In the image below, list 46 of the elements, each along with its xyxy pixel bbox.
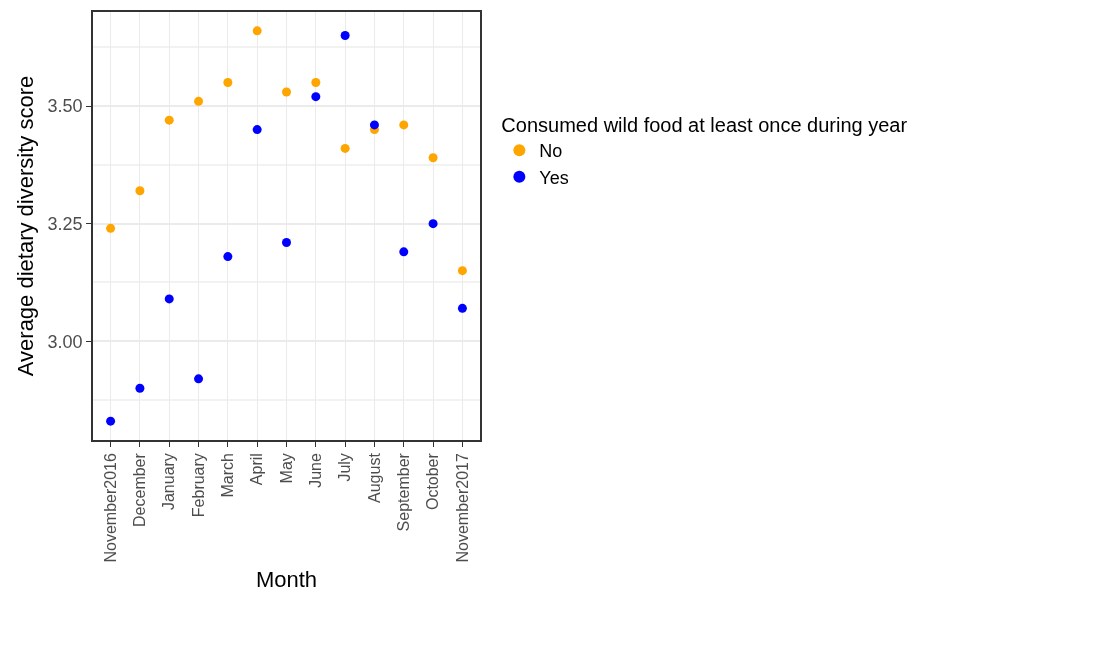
point [311,78,321,88]
x-tick-label: February [189,453,207,518]
x-tick-label: September [394,452,412,532]
x-tick-label: May [277,453,295,484]
point [194,96,204,106]
x-tick-label: October [424,452,442,511]
point [135,383,145,393]
x-tick-label: November2017 [453,453,471,563]
point [399,247,409,257]
point [457,266,467,276]
point [457,303,467,313]
x-tick-label: November2016 [101,453,119,563]
x-axis-title: Month [255,566,318,592]
legend-label: No [539,141,563,162]
point [282,237,291,247]
y-axis-title: Average dietary diversity score [12,75,38,377]
x-tick-label: June [307,453,325,488]
point [340,143,350,153]
legend-title: Consumed wild food at least once during year [501,114,908,137]
point [252,26,262,36]
y-tick-label: 3.50 [47,96,83,117]
y-tick-label: 3.25 [47,213,83,234]
point [428,153,438,163]
point [164,115,174,125]
x-tick-label: August [365,452,383,503]
point [369,120,379,130]
point [106,223,116,233]
point [164,294,174,304]
x-tick-label: July [336,453,354,482]
point [340,31,350,41]
x-tick-label: March [219,453,237,498]
x-tick-label: December [131,452,149,527]
y-tick-label: 3.00 [47,331,83,352]
point [194,374,204,384]
point [223,78,233,88]
point [282,87,291,97]
point [106,416,116,426]
point [135,186,145,196]
point [252,125,262,135]
legend-label: Yes [539,167,569,188]
point [399,120,409,130]
x-tick-label: January [160,453,178,511]
point [428,219,438,229]
point [311,92,321,102]
x-tick-label: April [248,453,266,486]
point [223,252,233,262]
